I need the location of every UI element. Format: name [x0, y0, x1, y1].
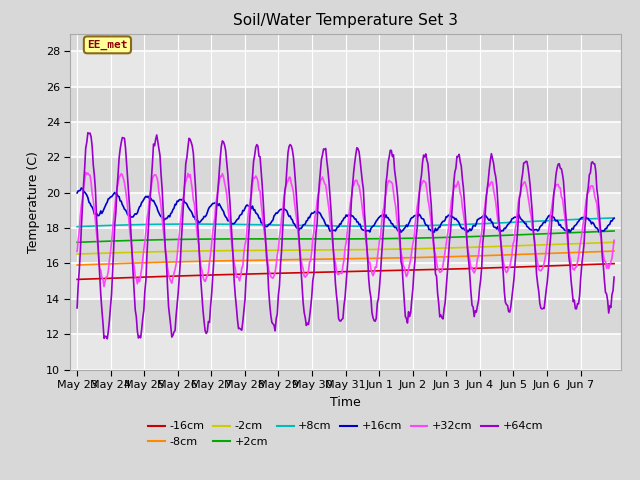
+8cm	[364, 223, 371, 229]
-8cm	[364, 256, 371, 262]
+32cm	[333, 271, 341, 277]
+8cm	[597, 216, 605, 221]
Line: +2cm: +2cm	[77, 231, 614, 242]
-16cm	[328, 269, 336, 275]
+32cm	[366, 260, 374, 265]
Legend: -16cm, -8cm, -2cm, +2cm, +8cm, +16cm, +32cm, +64cm: -16cm, -8cm, -2cm, +2cm, +8cm, +16cm, +3…	[144, 417, 547, 451]
+2cm	[364, 236, 371, 242]
+8cm	[611, 215, 618, 221]
-8cm	[393, 255, 401, 261]
-16cm	[611, 261, 618, 266]
-8cm	[328, 256, 336, 262]
+64cm	[333, 302, 341, 308]
+16cm	[429, 229, 437, 235]
+16cm	[330, 228, 337, 233]
+32cm	[330, 255, 338, 261]
+8cm	[328, 223, 336, 229]
Bar	[70, 122, 621, 157]
Line: +16cm: +16cm	[77, 188, 614, 232]
+16cm	[516, 213, 524, 219]
-8cm	[332, 256, 339, 262]
X-axis label: Time: Time	[330, 396, 361, 408]
+16cm	[333, 226, 340, 232]
+8cm	[332, 223, 339, 229]
+16cm	[394, 228, 402, 234]
Bar	[70, 51, 621, 87]
+2cm	[513, 232, 521, 238]
+32cm	[600, 252, 607, 257]
-2cm	[393, 246, 401, 252]
+8cm	[513, 219, 521, 225]
-8cm	[73, 262, 81, 268]
Line: -16cm: -16cm	[77, 264, 614, 279]
-2cm	[328, 247, 336, 253]
-16cm	[73, 276, 81, 282]
+64cm	[73, 305, 81, 311]
-16cm	[393, 268, 401, 274]
+64cm	[611, 274, 618, 280]
Y-axis label: Temperature (C): Temperature (C)	[27, 151, 40, 252]
-2cm	[597, 240, 605, 246]
+32cm	[611, 238, 618, 243]
Bar	[70, 193, 621, 228]
Bar	[70, 264, 621, 299]
Title: Soil/Water Temperature Set 3: Soil/Water Temperature Set 3	[233, 13, 458, 28]
+16cm	[73, 190, 81, 196]
+16cm	[600, 228, 607, 234]
+64cm	[600, 263, 607, 269]
-2cm	[364, 247, 371, 252]
+2cm	[597, 228, 605, 234]
+64cm	[366, 288, 374, 294]
Line: -8cm: -8cm	[77, 251, 614, 265]
-2cm	[513, 243, 521, 249]
-16cm	[364, 268, 371, 274]
+2cm	[611, 228, 618, 234]
Bar	[70, 334, 621, 370]
+16cm	[77, 185, 85, 191]
-16cm	[513, 264, 521, 270]
-8cm	[513, 252, 521, 257]
-8cm	[597, 249, 605, 254]
Line: +32cm: +32cm	[77, 172, 614, 287]
+32cm	[100, 284, 108, 289]
-2cm	[611, 240, 618, 245]
+32cm	[516, 194, 524, 200]
-8cm	[611, 248, 618, 254]
+8cm	[73, 224, 81, 229]
+32cm	[395, 230, 403, 236]
+2cm	[332, 236, 339, 242]
+64cm	[104, 336, 111, 342]
+64cm	[84, 130, 92, 136]
Line: +64cm: +64cm	[77, 133, 614, 339]
+8cm	[393, 223, 401, 229]
-2cm	[332, 247, 339, 253]
Line: -2cm: -2cm	[77, 242, 614, 254]
Text: EE_met: EE_met	[87, 40, 128, 50]
+64cm	[330, 261, 338, 266]
-2cm	[73, 251, 81, 257]
+16cm	[365, 228, 372, 233]
-16cm	[597, 261, 605, 267]
+32cm	[82, 169, 90, 175]
+64cm	[516, 195, 524, 201]
+2cm	[393, 236, 401, 241]
Line: +8cm: +8cm	[77, 218, 614, 227]
+32cm	[73, 249, 81, 254]
+16cm	[611, 216, 618, 221]
+64cm	[395, 218, 403, 224]
-16cm	[332, 269, 339, 275]
+2cm	[328, 236, 336, 242]
+2cm	[73, 240, 81, 245]
